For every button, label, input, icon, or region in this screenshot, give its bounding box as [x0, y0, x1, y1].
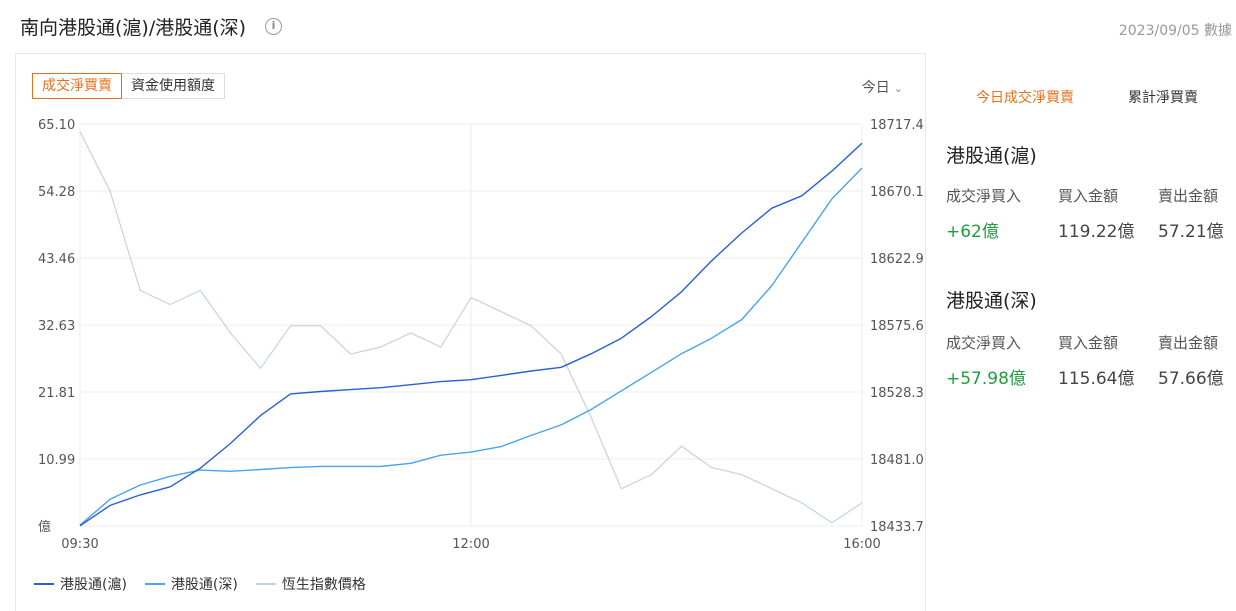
- series-line-sh: [79, 142, 863, 527]
- y-left-tick-label: 43.46: [38, 252, 75, 267]
- x-tick-label: 16:00: [843, 537, 880, 552]
- label-sell-amount-sz: 賣出金額: [1158, 334, 1219, 352]
- x-tick-label: 09:30: [61, 537, 98, 552]
- legend-item-index[interactable]: 恆生指數價格: [255, 574, 366, 594]
- value-net-buy-sz: +57.98億: [946, 369, 1026, 389]
- tab-cumulative-net[interactable]: 累計淨買賣: [1128, 90, 1198, 106]
- y-right-tick-label: 18528.3: [870, 386, 924, 401]
- chart-legend: 港股通(滬) 港股通(深) 恆生指數價格: [34, 574, 366, 594]
- period-label: 今日: [861, 80, 890, 96]
- value-buy-amount-sh: 119.22億: [1058, 222, 1135, 242]
- value-sell-amount-sz: 57.66億: [1158, 369, 1224, 389]
- label-sell-amount-sh: 賣出金額: [1158, 187, 1219, 205]
- period-dropdown[interactable]: 今日 ⌄: [862, 77, 903, 97]
- label-net-buy-sz: 成交淨買入: [946, 334, 1022, 352]
- series-line-index: [79, 131, 863, 524]
- value-net-buy-sh: +62億: [946, 222, 999, 242]
- label-buy-amount-sz: 買入金額: [1058, 334, 1119, 352]
- legend-item-sz[interactable]: 港股通(深): [144, 574, 238, 594]
- series-line-sz: [79, 167, 863, 526]
- x-tick-label: 12:00: [452, 537, 489, 552]
- y-right-tick-label: 18481.0: [870, 453, 924, 468]
- summary-panel: 今日成交淨買賣 累計淨買賣 港股通(滬) 成交淨買入 買入金額 賣出金額 +62…: [926, 53, 1236, 611]
- data-date: 2023/09/05 數據: [1118, 23, 1232, 39]
- y-left-tick-label: 65.10: [38, 118, 75, 133]
- legend-label-sz: 港股通(深): [170, 577, 238, 593]
- tab-net-buy-sell[interactable]: 成交淨買賣: [32, 73, 122, 99]
- legend-item-sh[interactable]: 港股通(滬): [34, 574, 127, 594]
- legend-swatch-sh: [34, 583, 54, 585]
- y-right-tick-label: 18717.4: [870, 118, 924, 133]
- legend-swatch-sz: [144, 583, 165, 585]
- chart-panel: 成交淨買賣 資金使用額度 今日 ⌄ 65.10 18717.4 54.28 18670.…: [15, 53, 926, 611]
- y-left-tick-label: 54.28: [38, 185, 75, 200]
- section-title-sz: 港股通(深): [946, 290, 1037, 312]
- info-icon[interactable]: i: [265, 18, 282, 35]
- y-right-tick-label: 18433.7: [870, 520, 924, 535]
- legend-swatch-index: [255, 583, 276, 585]
- y-left-tick-label: 10.99: [38, 453, 75, 468]
- page-title: 南向港股通(滬)/港股通(深): [20, 17, 247, 39]
- y-left-tick-label: 億: [38, 519, 51, 535]
- tab-today-net[interactable]: 今日成交淨買賣: [976, 90, 1074, 106]
- section-title-sh: 港股通(滬): [946, 145, 1037, 167]
- value-sell-amount-sh: 57.21億: [1158, 222, 1224, 242]
- y-right-tick-label: 18670.1: [870, 185, 924, 200]
- summary-tabs: 今日成交淨買賣 累計淨買賣: [926, 87, 1236, 107]
- label-buy-amount-sh: 買入金額: [1058, 187, 1119, 205]
- y-right-tick-label: 18575.6: [870, 319, 924, 334]
- value-buy-amount-sz: 115.64億: [1058, 369, 1135, 389]
- legend-label-index: 恆生指數價格: [281, 577, 366, 593]
- page-header: 南向港股通(滬)/港股通(深) i 2023/09/05 數據: [0, 0, 1236, 53]
- y-left-tick-label: 21.81: [38, 386, 75, 401]
- y-left-tick-label: 32.63: [38, 319, 75, 334]
- chevron-down-icon: ⌄: [893, 82, 903, 95]
- legend-label-sh: 港股通(滬): [60, 577, 127, 593]
- net-flow-chart: 65.10 18717.4 54.28 18670.1 43.46 18622.9 32.6…: [38, 118, 924, 552]
- metric-toggle: 成交淨買賣 資金使用額度: [32, 73, 225, 99]
- tab-quota-usage[interactable]: 資金使用額度: [122, 73, 225, 99]
- label-net-buy-sh: 成交淨買入: [946, 187, 1022, 205]
- y-right-tick-label: 18622.9: [870, 252, 924, 267]
